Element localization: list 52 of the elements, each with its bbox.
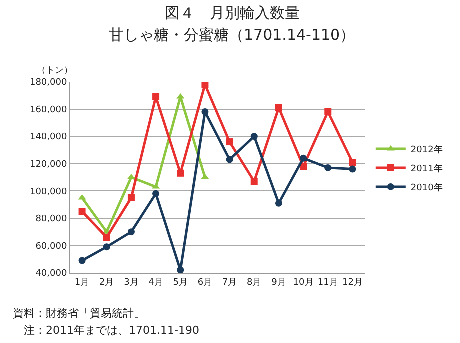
y-axis-title: （トン） [37, 66, 73, 76]
point [226, 156, 234, 164]
y-tick-label: 40,000 [36, 269, 68, 280]
y-tick-label: 60,000 [36, 242, 68, 252]
point [250, 133, 258, 140]
y-tick-label: 80,000 [36, 214, 68, 225]
point [152, 190, 160, 198]
point [78, 208, 86, 216]
chart-title: 図４ 月別輸入数量 [165, 4, 300, 22]
point [349, 158, 356, 166]
x-tick-label: 3月 [124, 278, 139, 288]
x-tick-label: 12月 [342, 278, 363, 288]
point [300, 154, 308, 162]
x-tick-label: 2月 [100, 278, 114, 288]
point [250, 178, 258, 186]
point [275, 200, 282, 207]
y-tick-label: 160,000 [30, 105, 68, 116]
x-tick-label: 7月 [222, 278, 238, 288]
x-tick-label: 8月 [247, 278, 262, 288]
point [103, 244, 110, 251]
point [275, 104, 282, 112]
text: 資料：財務省「貿易統計」 [13, 307, 145, 320]
point [128, 228, 135, 236]
point [103, 234, 110, 242]
point [349, 166, 356, 173]
x-tick-label: 10月 [293, 278, 314, 288]
point [128, 194, 135, 202]
chart-subtitle: 甘しゃ糖・分蜜糖（1701.14-110） [109, 26, 356, 44]
point [202, 108, 209, 116]
point [78, 257, 86, 264]
x-tick-label: 5月 [173, 278, 188, 288]
x-tick-label: 11月 [318, 278, 338, 288]
y-tick-label: 120,000 [30, 160, 68, 170]
x-tick-label: 6月 [198, 278, 213, 288]
legend-label: 2012年 [410, 144, 443, 156]
y-tick-label: 140,000 [30, 132, 68, 143]
x-tick-label: 1月 [74, 278, 90, 288]
text: 注：2011年までは、1701.11-190 [13, 324, 200, 337]
point [324, 108, 332, 116]
legend-label: 2011年 [410, 163, 443, 174]
point [152, 94, 160, 101]
y-tick-label: 180,000 [30, 78, 68, 88]
legend-label: 2010年 [410, 182, 443, 194]
x-tick-label: 9月 [272, 278, 286, 288]
point [226, 138, 234, 146]
point [177, 266, 184, 273]
y-tick-label: 100,000 [30, 187, 68, 198]
x-tick-label: 4月 [148, 278, 164, 288]
point [177, 170, 184, 177]
point [324, 164, 332, 172]
point [202, 82, 209, 88]
point [78, 194, 86, 200]
